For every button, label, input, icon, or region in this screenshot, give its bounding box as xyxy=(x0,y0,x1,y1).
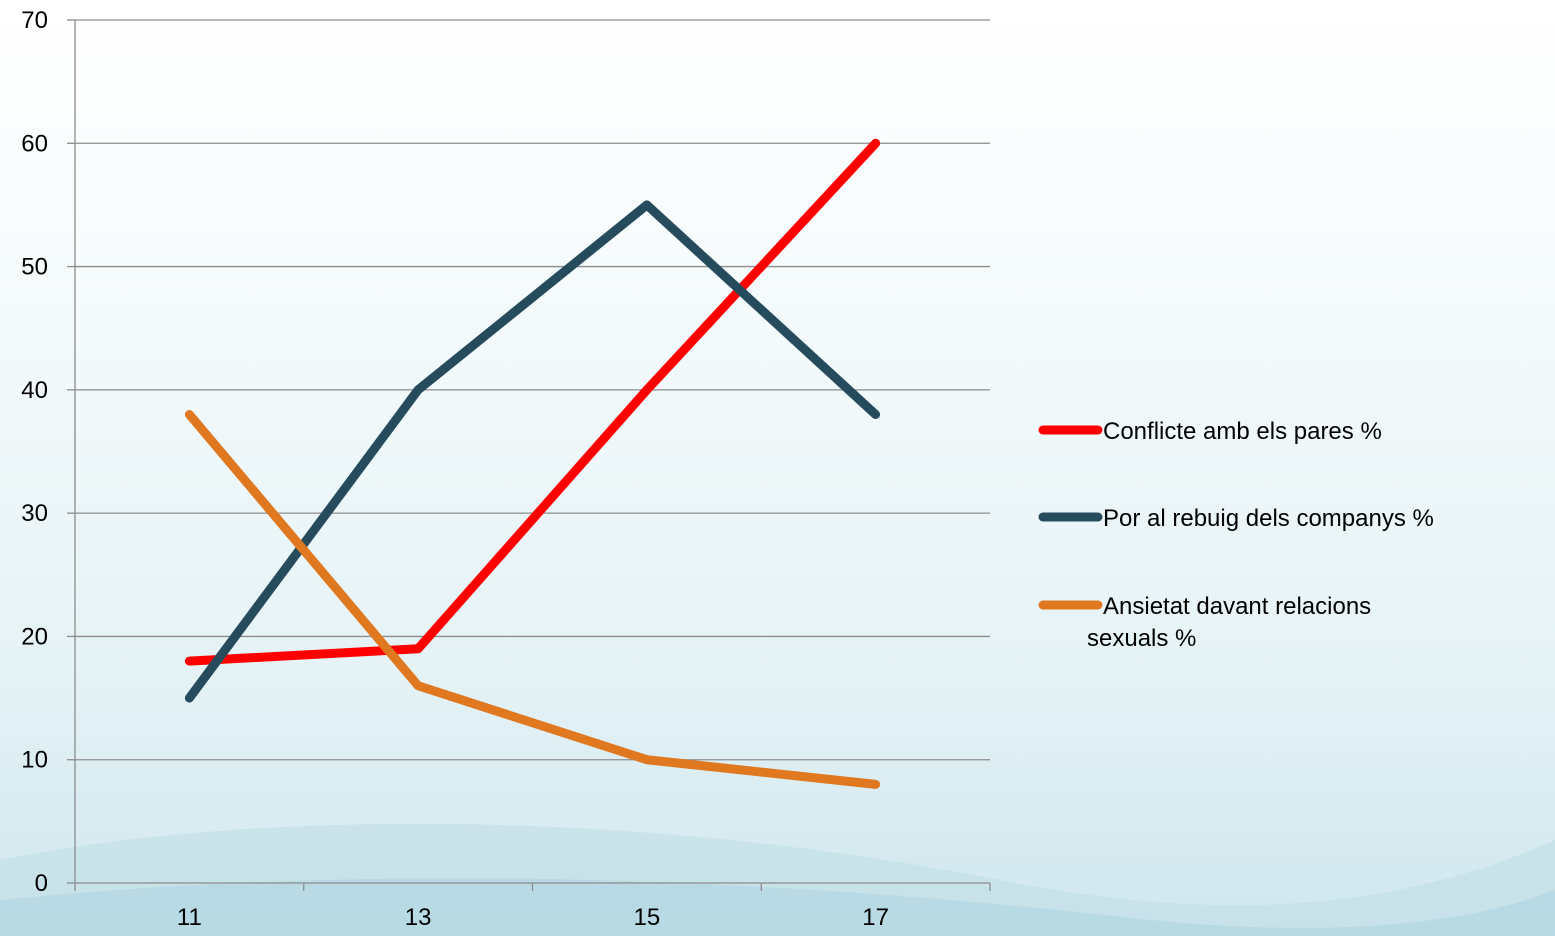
y-tick-label: 60 xyxy=(21,130,48,157)
series-line-2 xyxy=(184,200,881,703)
y-tick-label: 40 xyxy=(21,377,48,404)
x-tick-label: 11 xyxy=(177,904,202,931)
gridlines xyxy=(75,19,990,761)
legend-label: Ansietat davant relacions xyxy=(1103,593,1371,620)
legend-label: sexuals % xyxy=(1087,625,1196,652)
x-tick-label: 15 xyxy=(634,904,661,931)
y-axis-tick-labels: 0 10 20 30 40 50 60 70 xyxy=(21,7,48,897)
axes xyxy=(67,19,991,891)
y-tick-label: 30 xyxy=(21,500,48,527)
y-tick-label: 50 xyxy=(21,254,48,281)
x-tick-label: 13 xyxy=(405,904,432,931)
y-tick-label: 10 xyxy=(21,747,48,774)
y-tick-label: 70 xyxy=(21,7,48,34)
y-tick-label: 20 xyxy=(21,623,48,650)
y-tick-label: 0 xyxy=(35,870,48,897)
x-tick-label: 17 xyxy=(862,904,889,931)
legend: Conflicte amb els pares % Por al rebuig d… xyxy=(1038,418,1434,652)
x-axis-tick-labels: 11 13 15 17 xyxy=(177,904,889,931)
series-line-1 xyxy=(184,138,881,666)
series-line-3 xyxy=(184,410,881,789)
series-lines xyxy=(184,138,881,789)
legend-label: Por al rebuig dels companys % xyxy=(1103,505,1434,532)
legend-label: Conflicte amb els pares % xyxy=(1103,418,1382,445)
